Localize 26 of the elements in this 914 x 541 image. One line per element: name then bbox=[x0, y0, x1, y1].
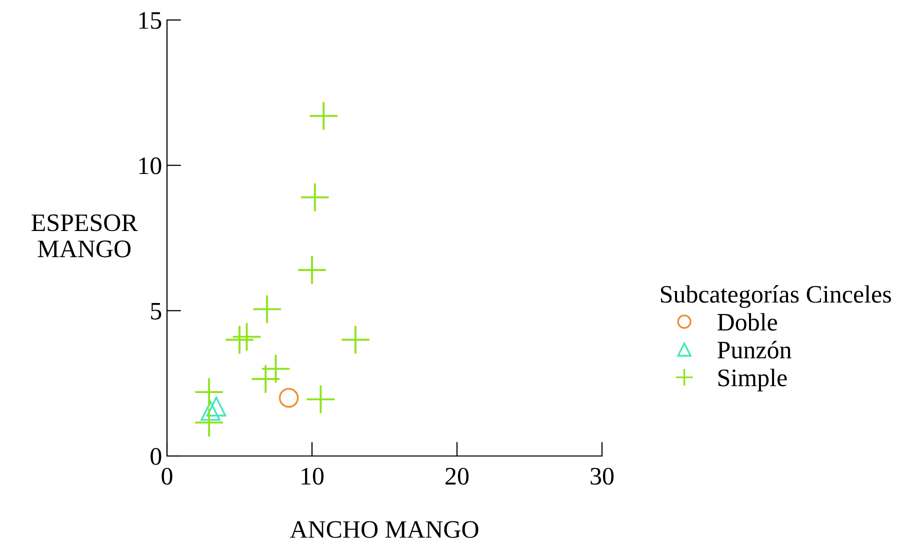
point bbox=[253, 295, 281, 324]
point bbox=[206, 396, 226, 416]
x-tick-label: 30 bbox=[590, 468, 614, 485]
y-tick-label: 5 bbox=[151, 302, 162, 320]
point bbox=[342, 326, 370, 354]
x-axis-title: ANCHO MANGO bbox=[290, 521, 478, 538]
point bbox=[298, 256, 326, 284]
y-tick-label: 10 bbox=[139, 157, 162, 174]
x-tick-label: 0 bbox=[162, 468, 172, 485]
legend-title: Subcategorías Cinceles bbox=[660, 285, 891, 308]
point bbox=[310, 102, 338, 130]
x-tick-label: 20 bbox=[446, 468, 469, 485]
point bbox=[306, 385, 335, 414]
point bbox=[278, 388, 299, 408]
y-tick-label: 15 bbox=[139, 12, 162, 29]
legend-label: Doble bbox=[718, 313, 778, 331]
point bbox=[252, 365, 280, 393]
point bbox=[195, 408, 223, 436]
x-tick-label: 10 bbox=[302, 468, 324, 485]
point bbox=[301, 183, 329, 212]
legend-label: Simple bbox=[718, 368, 787, 392]
point bbox=[195, 378, 223, 406]
legend-label: Punzón bbox=[718, 340, 792, 359]
y-tick-label: 0 bbox=[150, 448, 162, 465]
point bbox=[200, 401, 220, 421]
y-axis-title: ESPESOR MANGO bbox=[32, 214, 138, 258]
